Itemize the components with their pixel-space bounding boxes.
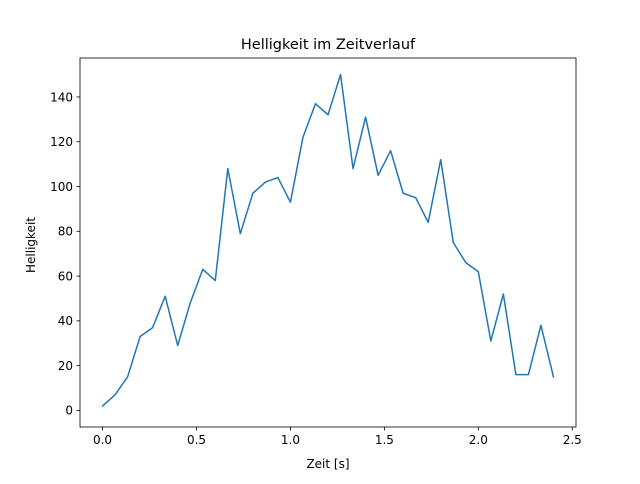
y-tick-label: 100 (50, 180, 73, 194)
x-tick-label: 1.5 (375, 433, 394, 447)
x-tick-label: 1.0 (281, 433, 300, 447)
y-tick-label: 60 (58, 269, 73, 283)
y-tick-label: 0 (65, 404, 73, 418)
y-tick-label: 140 (50, 90, 73, 104)
y-tick-label: 80 (58, 225, 73, 239)
x-tick-label: 2.5 (563, 433, 582, 447)
x-tick-label: 0.0 (93, 433, 112, 447)
x-tick-label: 0.5 (187, 433, 206, 447)
x-axis-label: Zeit [s] (306, 457, 349, 471)
y-tick-label: 40 (58, 314, 73, 328)
y-axis-label: Helligkeit (24, 217, 38, 273)
x-tick-label: 2.0 (469, 433, 488, 447)
chart-title: Helligkeit im Zeitverlauf (241, 37, 416, 53)
y-tick-label: 120 (50, 135, 73, 149)
y-tick-label: 20 (58, 359, 73, 373)
